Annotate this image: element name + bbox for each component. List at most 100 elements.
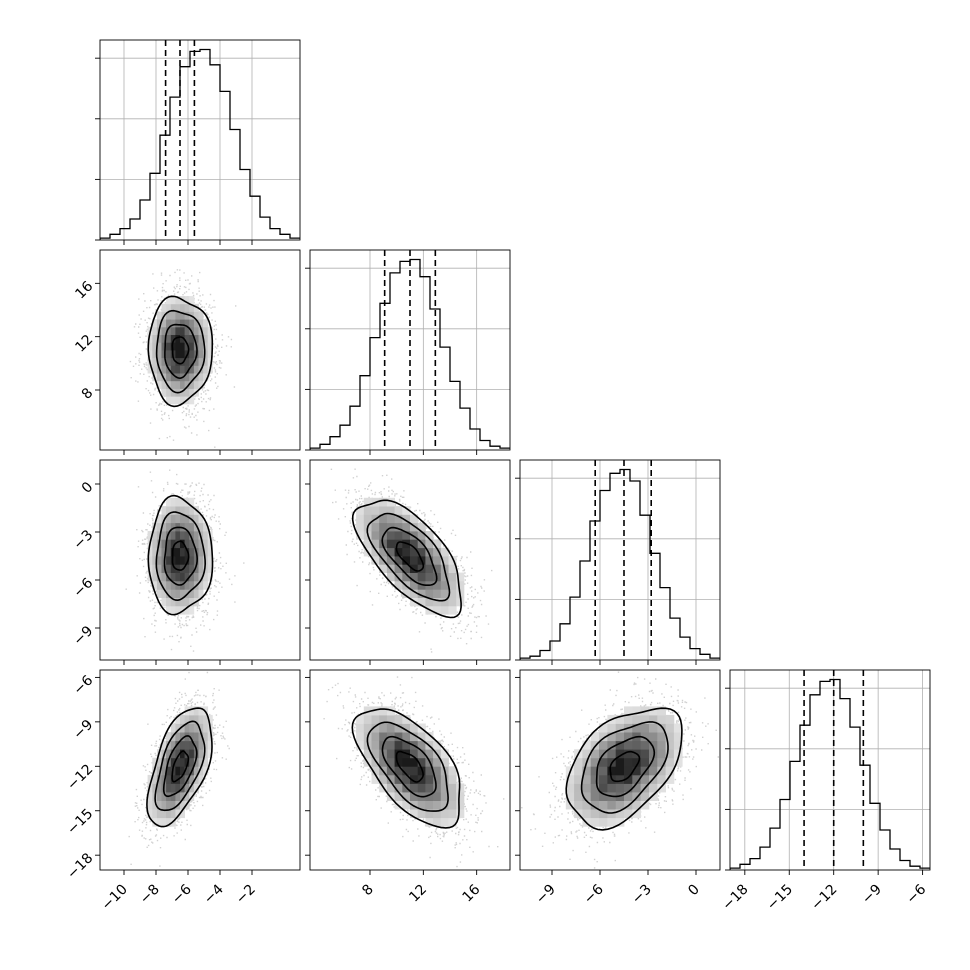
density-cell: [371, 547, 380, 557]
density-cell: [193, 564, 199, 573]
density-cell: [189, 740, 195, 750]
density-cell: [386, 572, 395, 582]
density-cell: [203, 714, 209, 724]
tick-label-x: −6: [904, 881, 930, 907]
density-cell: [433, 740, 442, 750]
density-cell: [207, 749, 213, 759]
density-cell: [356, 740, 365, 750]
density-cell: [161, 539, 167, 549]
density-cell: [189, 539, 195, 549]
density-cell: [402, 723, 411, 733]
density-cell: [433, 581, 442, 590]
density-cell: [175, 732, 181, 742]
density-cell: [152, 531, 158, 540]
density-cell: [394, 572, 403, 582]
density-cell: [582, 740, 592, 750]
density-cell: [386, 749, 395, 759]
density-cell: [386, 723, 395, 733]
density-cell: [180, 506, 185, 515]
density-cell: [440, 749, 449, 759]
density-cell: [180, 303, 185, 312]
density-cell: [170, 296, 176, 305]
density-cell: [175, 589, 181, 598]
density-cell: [632, 723, 641, 733]
density-cell: [189, 350, 195, 359]
density-cell: [175, 597, 181, 607]
density-cell: [203, 740, 209, 750]
density-cell: [203, 581, 209, 590]
density-cell: [198, 350, 204, 359]
density-cell: [386, 547, 395, 557]
density-cell: [161, 817, 167, 827]
density-cell: [198, 311, 204, 320]
density-cell: [394, 506, 403, 515]
density-cell: [590, 774, 600, 784]
density-cell: [448, 605, 457, 615]
density-cell: [599, 809, 608, 819]
density-cell: [161, 740, 167, 750]
density-cell: [590, 732, 600, 742]
density-cell: [607, 732, 617, 742]
density-cell: [161, 380, 167, 389]
density-cell: [152, 326, 158, 335]
density-cell: [425, 597, 434, 607]
density-cell: [189, 388, 195, 397]
panel-frame: [729, 669, 931, 871]
density-cell: [198, 572, 204, 582]
density-cell: [189, 605, 195, 615]
density-cell: [448, 597, 457, 607]
density-cell: [180, 572, 185, 582]
density-cell: [156, 342, 162, 351]
density-cell: [193, 572, 199, 582]
density-cell: [156, 766, 162, 776]
density-cell: [417, 531, 426, 540]
density-cell: [203, 342, 209, 351]
panel-1-1: [305, 249, 511, 455]
tick-label-x: −12: [808, 882, 840, 914]
density-cell: [207, 334, 213, 343]
density-cell: [207, 357, 213, 366]
density-cell: [356, 732, 365, 742]
density-cell: [175, 357, 181, 366]
density-cell: [607, 783, 617, 793]
density-cell: [371, 714, 380, 724]
density-cell: [363, 723, 372, 733]
density-cell: [665, 732, 675, 742]
density-cell: [448, 792, 457, 801]
density-cell: [203, 319, 209, 328]
density-cell: [356, 714, 365, 724]
density-cell: [379, 732, 388, 742]
density-cell: [184, 357, 190, 366]
density-cell: [152, 774, 158, 784]
density-cell: [440, 581, 449, 590]
density-cell: [425, 556, 434, 565]
density-cell: [632, 757, 641, 767]
density-cell: [156, 783, 162, 793]
contour-level-3: [147, 295, 214, 408]
panel-frame: [309, 669, 511, 871]
density-cell: [184, 326, 190, 335]
density-cell: [410, 783, 419, 793]
density-cell: [433, 547, 442, 557]
density-cell: [456, 581, 465, 590]
density-cell: [417, 597, 426, 607]
density-cell: [615, 774, 625, 784]
density-cell: [175, 757, 181, 767]
density-cell: [433, 589, 442, 598]
density-cell: [152, 556, 158, 565]
density-cell: [193, 539, 199, 549]
tick-label-y: 0: [79, 479, 97, 497]
density-cell: [582, 749, 592, 759]
density-cell: [356, 506, 365, 515]
density-cell: [356, 723, 365, 733]
density-cell: [599, 774, 608, 784]
density-cell: [590, 792, 600, 801]
density-cell: [624, 766, 633, 776]
density-cell: [673, 749, 683, 759]
tick-label-x: −3: [629, 882, 655, 908]
density-cell: [184, 334, 190, 343]
density-cell: [448, 800, 457, 810]
panel-2-0: −9 −6 −3 0: [70, 459, 301, 665]
density-cell: [640, 757, 650, 767]
